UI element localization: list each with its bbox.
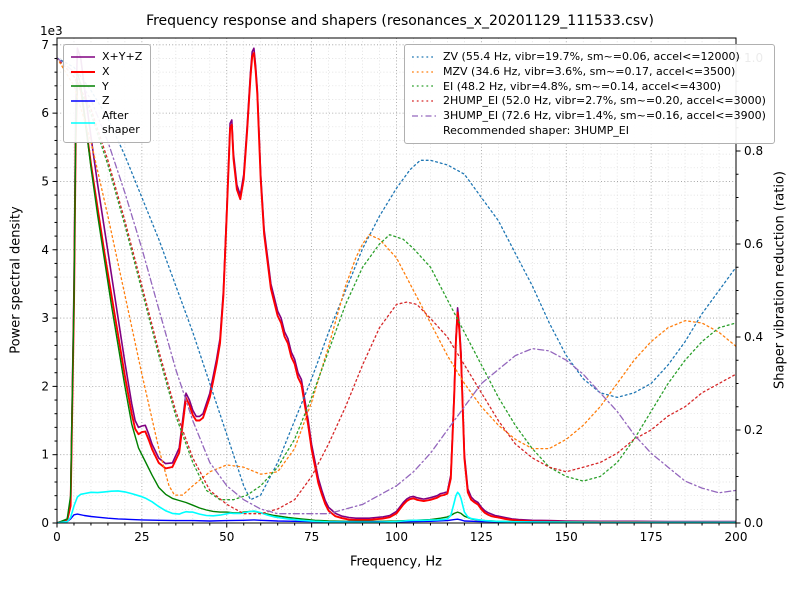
y-left-tick-label: 4 [41, 243, 49, 257]
legend-entry-label: Recommended shaper: 3HUMP_EI [443, 123, 629, 137]
y-axis-label-left: Power spectral density [8, 206, 24, 354]
legend-entry-label: X+Y+Z [102, 50, 143, 63]
legend-entry-label: ZV (55.4 Hz, vibr=19.7%, sm~=0.06, accel… [443, 50, 740, 63]
legend-entry: After shaper [70, 109, 142, 137]
legend-line-sample [412, 70, 436, 73]
series-3hump-ei [57, 57, 736, 515]
legend-entry-label: MZV (34.6 Hz, vibr=3.6%, sm~=0.17, accel… [443, 64, 736, 78]
x-tick-label: 200 [725, 530, 748, 544]
legend-entry-label: EI (48.2 Hz, vibr=4.8%, sm~=0.14, accel<… [443, 79, 721, 93]
series-after-shaper [57, 490, 736, 523]
y-right-tick-label: 0.0 [744, 516, 763, 530]
legend-entry: MZV (34.6 Hz, vibr=3.6%, sm~=0.17, accel… [411, 65, 766, 79]
legend-line-sample [412, 115, 436, 117]
legend-entry: Recommended shaper: 3HUMP_EI [411, 124, 766, 138]
legend-shapers: ZV (55.4 Hz, vibr=19.7%, sm~=0.06, accel… [404, 44, 775, 144]
x-tick-label: 0 [53, 530, 61, 544]
legend-entry: X [70, 65, 142, 79]
legend-line-sample [71, 56, 95, 58]
y-right-tick-label: 0.6 [744, 237, 763, 251]
legend-line-sample [412, 85, 436, 88]
y-axis-label-right: Shaper vibration reduction (ratio) [772, 171, 788, 389]
legend-entry: 2HUMP_EI (52.0 Hz, vibr=2.7%, sm~=0.20, … [411, 94, 766, 108]
legend-line-sample [71, 70, 95, 73]
legend-entry-label: 3HUMP_EI (72.6 Hz, vibr=1.4%, sm~=0.16, … [443, 109, 766, 122]
y-left-tick-label: 6 [41, 106, 49, 120]
series-ei [57, 57, 736, 501]
x-tick-label: 75 [304, 530, 319, 544]
series-x [57, 52, 736, 523]
legend-entry: ZV (55.4 Hz, vibr=19.7%, sm~=0.06, accel… [411, 50, 766, 64]
chart-title: Frequency response and shapers (resonanc… [146, 13, 654, 29]
y-right-tick-label: 0.8 [744, 144, 763, 158]
x-tick-label: 150 [555, 530, 578, 544]
series-z [57, 513, 736, 523]
y-left-tick-label: 5 [41, 174, 49, 188]
y-right-tick-label: 0.2 [744, 423, 763, 437]
series-2hump-ei [57, 57, 736, 515]
x-tick-label: 175 [640, 530, 663, 544]
legend-psd: X+Y+Z X Y Z After shaper [63, 44, 152, 143]
x-axis-label: Frequency, Hz [349, 554, 443, 570]
legend-entry-label: After shaper [102, 109, 140, 136]
series-zv [57, 57, 736, 501]
legend-line-sample [71, 85, 95, 88]
series-mzv [57, 57, 736, 496]
legend-entry-label: 2HUMP_EI (52.0 Hz, vibr=2.7%, sm~=0.20, … [443, 94, 766, 108]
x-tick-label: 100 [385, 530, 408, 544]
legend-entry-label: Y [102, 79, 109, 93]
y-left-tick-label: 1 [41, 448, 49, 462]
x-tick-label: 50 [219, 530, 234, 544]
legend-line-sample [412, 100, 436, 102]
y-left-tick-label: 7 [41, 38, 49, 52]
legend-entry: X+Y+Z [70, 50, 142, 64]
legend-entry-label: Z [102, 94, 110, 108]
y-left-tick-label: 3 [41, 311, 49, 325]
legend-entry-label: X [102, 64, 110, 78]
legend-line-sample [412, 56, 436, 58]
legend-entry: Y [70, 80, 142, 94]
legend-entry: EI (48.2 Hz, vibr=4.8%, sm~=0.14, accel<… [411, 80, 766, 94]
x-tick-label: 25 [134, 530, 149, 544]
legend-line-sample [71, 100, 95, 102]
series-lines [57, 47, 736, 523]
x-tick-label: 125 [470, 530, 493, 544]
y-right-tick-label: 0.4 [744, 330, 763, 344]
legend-entry: 3HUMP_EI (72.6 Hz, vibr=1.4%, sm~=0.16, … [411, 109, 766, 123]
legend-entry: Z [70, 94, 142, 108]
y-left-tick-label: 0 [41, 516, 49, 530]
y-left-tick-label: 2 [41, 379, 49, 393]
y-axis-offset-label: 1e3 [40, 24, 63, 38]
legend-line-sample [71, 121, 95, 124]
